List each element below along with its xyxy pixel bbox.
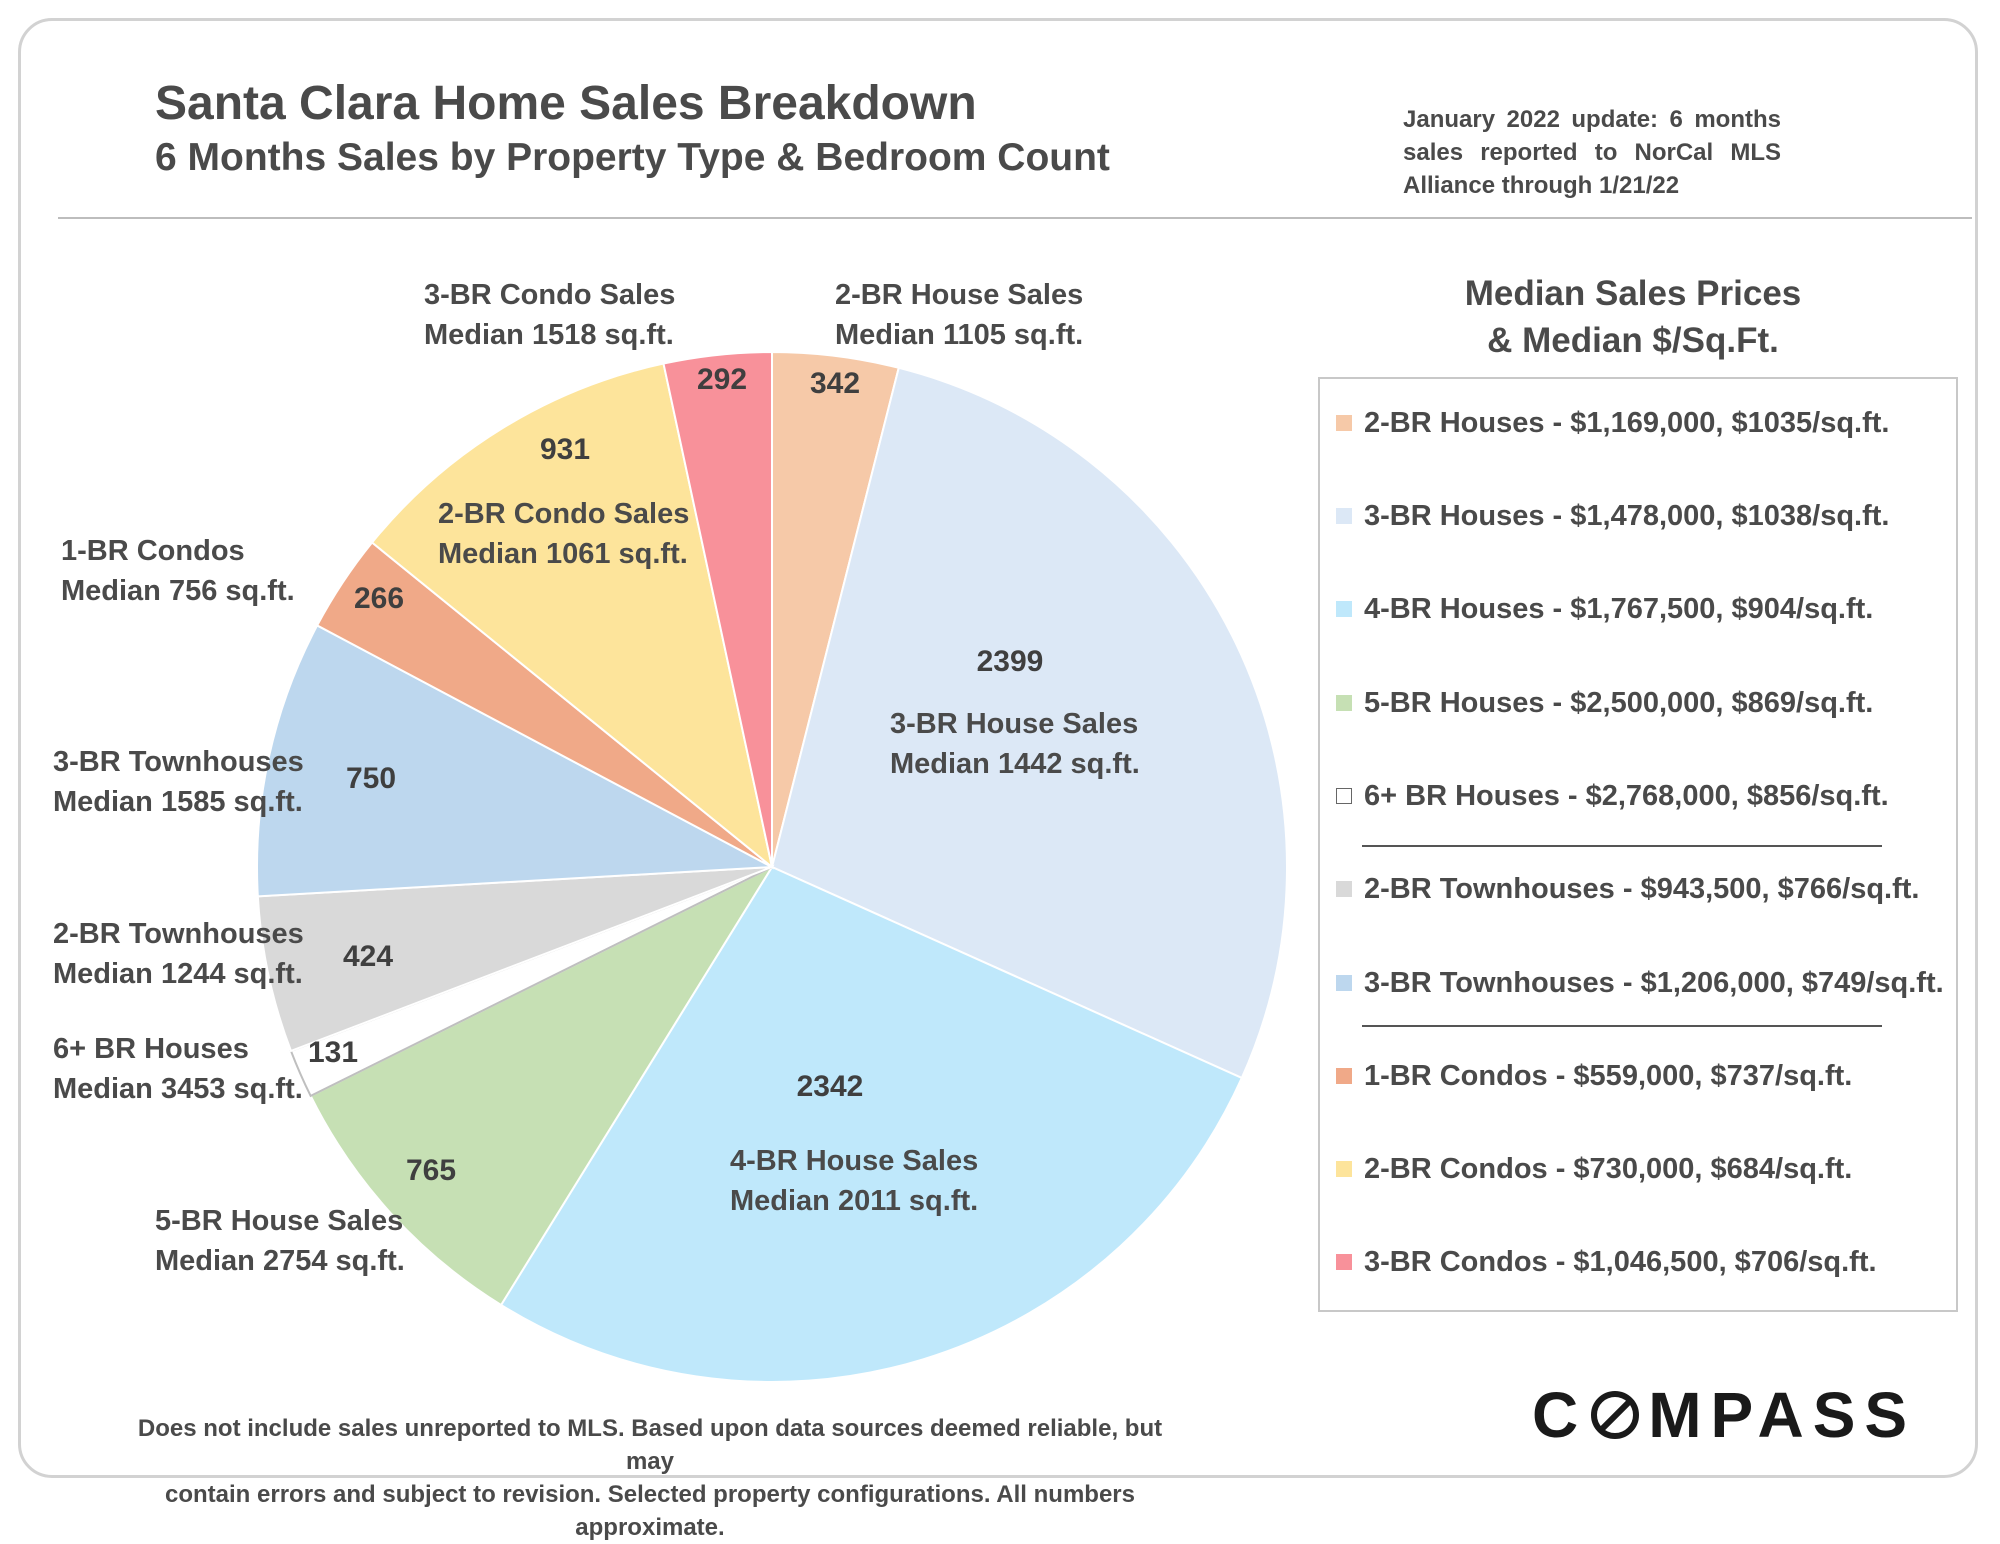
legend-item-3br-townhouses: 3-BR Townhouses - $1,206,000, $749/sq.ft…	[1336, 963, 1944, 1003]
slice-category-label: 5-BR House Sales Median 2754 sq.ft.	[155, 1205, 405, 1277]
legend-item-text: 2-BR Condos - $730,000, $684/sq.ft.	[1364, 1152, 1853, 1185]
legend-item-text: 3-BR Condos - $1,046,500, $706/sq.ft.	[1364, 1245, 1877, 1278]
slice-category-label: 2-BR Condo Sales Median 1061 sq.ft.	[438, 498, 689, 570]
slice-category-label-line: Median 3453 sq.ft.	[53, 1073, 303, 1105]
legend-separator	[1362, 845, 1882, 847]
slice-value-label: 424	[343, 940, 393, 973]
legend-item-2br-condos: 2-BR Condos - $730,000, $684/sq.ft.	[1336, 1149, 1852, 1189]
chart-subtitle: 6 Months Sales by Property Type & Bedroo…	[155, 136, 1110, 179]
pie-labels: 342 2-BR House Sales Median 1105 sq.ft. 239…	[53, 279, 1140, 1277]
slice-category-label-line: 1-BR Condos	[61, 535, 245, 567]
slice-value-label: 931	[540, 433, 590, 466]
footnote: Does not include sales unreported to MLS…	[120, 1412, 1180, 1544]
slice-category-label-line: Median 756 sq.ft.	[61, 575, 295, 607]
legend-swatch	[1336, 1161, 1352, 1177]
slice-category-label: 2-BR House Sales Median 1105 sq.ft.	[835, 279, 1083, 351]
slice-category-label: 1-BR Condos Median 756 sq.ft.	[61, 535, 295, 607]
logo-text-end: MPASS	[1648, 1379, 1917, 1451]
slice-category-label-line: 2-BR Townhouses	[53, 918, 304, 950]
slice-category-label-line: Median 1244 sq.ft.	[53, 958, 303, 990]
legend-swatch	[1336, 508, 1352, 524]
slice-category-label-line: Median 2011 sq.ft.	[730, 1185, 978, 1217]
slice-category-label: 6+ BR Houses Median 3453 sq.ft.	[53, 1033, 303, 1105]
slice-value-label: 2399	[977, 645, 1044, 678]
slice-category-label-line: Median 1105 sq.ft.	[835, 319, 1083, 351]
legend-item-1br-condos: 1-BR Condos - $559,000, $737/sq.ft.	[1336, 1056, 1852, 1096]
slice-category-label-line: 4-BR House Sales	[730, 1145, 978, 1177]
slice-category-label: 2-BR Townhouses Median 1244 sq.ft.	[53, 918, 304, 990]
slice-category-label-line: 3-BR Condo Sales	[424, 279, 675, 311]
legend-swatch	[1336, 415, 1352, 431]
legend-item-3br-condos: 3-BR Condos - $1,046,500, $706/sq.ft.	[1336, 1242, 1877, 1282]
slice-category-label-line: 3-BR Townhouses	[53, 746, 304, 778]
legend-item-text: 3-BR Houses - $1,478,000, $1038/sq.ft.	[1364, 499, 1890, 532]
slice-category-label-line: Median 1442 sq.ft.	[890, 748, 1140, 780]
slice-value-label: 2342	[797, 1070, 864, 1103]
pie-slice-4br-house	[499, 865, 1244, 1383]
legend-item-text: 5-BR Houses - $2,500,000, $869/sq.ft.	[1364, 686, 1874, 719]
compass-logo: C MPASS	[1532, 1378, 1916, 1452]
slice-value-label: 750	[346, 762, 396, 795]
legend-item-text: 2-BR Houses - $1,169,000, $1035/sq.ft.	[1364, 406, 1890, 439]
pie-chart: 342 2-BR House Sales Median 1105 sq.ft. 239…	[53, 279, 1288, 1383]
legend-swatch	[1336, 601, 1352, 617]
pie-slice-3br-house	[770, 366, 1288, 1080]
slice-category-label-line: 6+ BR Houses	[53, 1033, 249, 1065]
legend-item-text: 4-BR Houses - $1,767,500, $904/sq.ft.	[1364, 592, 1874, 625]
legend-swatch	[1336, 975, 1352, 991]
legend-item-4br-houses: 4-BR Houses - $1,767,500, $904/sq.ft.	[1336, 589, 1873, 629]
legend-swatch	[1336, 881, 1352, 897]
legend-item-text: 2-BR Townhouses - $943,500, $766/sq.ft.	[1364, 872, 1920, 905]
legend-swatch	[1336, 1254, 1352, 1270]
pie-slice-2br-townhouse	[256, 866, 773, 1053]
slice-value-label: 765	[406, 1154, 456, 1187]
legend-swatch	[1336, 1068, 1352, 1084]
slice-category-label: 4-BR House Sales Median 2011 sq.ft.	[730, 1145, 978, 1217]
legend-item-6br-houses: 6+ BR Houses - $2,768,000, $856/sq.ft.	[1336, 776, 1889, 816]
legend-item-text: 3-BR Townhouses - $1,206,000, $749/sq.ft…	[1364, 966, 1944, 999]
chart-title: Santa Clara Home Sales Breakdown	[155, 77, 977, 130]
legend-item-2br-houses: 2-BR Houses - $1,169,000, $1035/sq.ft.	[1336, 403, 1889, 443]
legend-title: Median Sales Prices & Median $/Sq.Ft.	[1368, 270, 1898, 364]
update-note: January 2022 update: 6 months sales repo…	[1403, 106, 1781, 199]
legend-swatch	[1336, 788, 1352, 804]
slice-category-label-line: Median 1518 sq.ft.	[424, 319, 674, 351]
legend-title-line-1: Median Sales Prices	[1464, 274, 1802, 313]
pie-slice-5br-house	[309, 864, 775, 1307]
slice-category-label-line: Median 2754 sq.ft.	[155, 1245, 405, 1277]
pie-slice-3br-townhouse	[256, 624, 776, 898]
slice-category-label-line: 2-BR Condo Sales	[438, 498, 689, 530]
header-divider	[58, 217, 1972, 219]
slice-value-label: 266	[354, 582, 404, 615]
legend-title-line-2: & Median $/Sq.Ft.	[1487, 321, 1779, 360]
pie-slice-2br-condo	[370, 362, 774, 870]
slice-category-label-line: Median 1585 sq.ft.	[53, 786, 303, 818]
slice-category-label: 3-BR House Sales Median 1442 sq.ft.	[890, 708, 1140, 780]
legend-item-2br-townhouses: 2-BR Townhouses - $943,500, $766/sq.ft.	[1336, 869, 1920, 909]
logo-text-start: C	[1532, 1379, 1588, 1451]
legend-swatch	[1336, 695, 1352, 711]
pie-slices	[256, 350, 1288, 1383]
slice-value-label: 342	[810, 367, 860, 400]
compass-o-icon	[1591, 1391, 1640, 1439]
slice-category-label-line: Median 1061 sq.ft.	[438, 538, 688, 570]
legend-item-text: 6+ BR Houses - $2,768,000, $856/sq.ft.	[1364, 779, 1889, 812]
slice-category-label-line: 3-BR House Sales	[890, 708, 1138, 740]
slice-value-label: 292	[697, 363, 747, 396]
footnote-line-1: Does not include sales unreported to MLS…	[137, 1415, 1163, 1475]
slice-category-label-line: 2-BR House Sales	[835, 279, 1083, 311]
legend-item-3br-houses: 3-BR Houses - $1,478,000, $1038/sq.ft.	[1336, 496, 1889, 536]
slice-category-label-line: 5-BR House Sales	[155, 1205, 403, 1237]
footnote-line-2: contain errors and subject to revision. …	[165, 1481, 1135, 1541]
legend-separator	[1362, 1025, 1882, 1027]
slice-value-label: 131	[308, 1036, 358, 1069]
legend-box	[1318, 377, 1958, 1312]
legend-item-5br-houses: 5-BR Houses - $2,500,000, $869/sq.ft.	[1336, 683, 1873, 723]
slice-category-label: 3-BR Townhouses Median 1585 sq.ft.	[53, 746, 304, 818]
pie-slice-3br-condo	[662, 350, 773, 868]
legend-item-text: 1-BR Condos - $559,000, $737/sq.ft.	[1364, 1059, 1853, 1092]
slice-category-label: 3-BR Condo Sales Median 1518 sq.ft.	[424, 279, 675, 351]
